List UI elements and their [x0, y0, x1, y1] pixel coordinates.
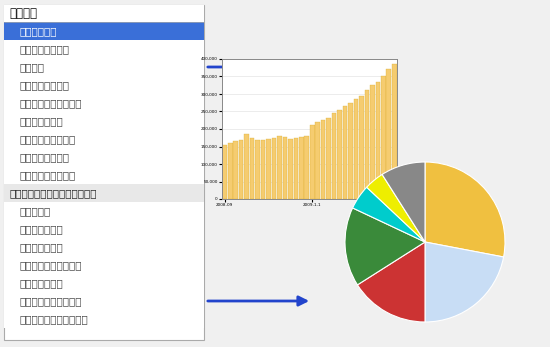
Bar [4, 5, 204, 22]
Bar [294, 138, 298, 199]
Bar [4, 22, 204, 40]
Bar [250, 138, 255, 199]
Bar [4, 94, 204, 112]
Bar [370, 85, 375, 199]
Bar [299, 137, 304, 199]
Bar [4, 256, 204, 274]
Bar [4, 76, 204, 94]
Bar [365, 91, 369, 199]
Text: ファイルサイズ: ファイルサイズ [20, 242, 64, 252]
Bar [4, 238, 204, 256]
Bar [261, 139, 265, 199]
Text: 元文書アクセス回数: 元文書アクセス回数 [20, 170, 76, 180]
Bar [354, 99, 358, 199]
Bar [277, 136, 282, 199]
Bar [4, 184, 204, 202]
Text: 利用状況: 利用状況 [9, 7, 37, 20]
Bar [4, 5, 204, 340]
Bar [255, 140, 260, 199]
Bar [228, 143, 233, 199]
Text: テキストサイズ: テキストサイズ [20, 224, 64, 234]
Wedge shape [353, 187, 425, 242]
Bar [305, 136, 309, 199]
Bar [4, 166, 204, 184]
Text: コンテンツホール: コンテンツホール [20, 152, 70, 162]
Wedge shape [367, 175, 425, 242]
Bar [343, 106, 348, 199]
Bar [381, 76, 386, 199]
Bar [310, 126, 315, 199]
Bar [222, 145, 227, 199]
Text: レコード数: レコード数 [20, 206, 51, 216]
Wedge shape [425, 162, 505, 257]
Bar [4, 148, 204, 166]
Text: キーワードランキング: キーワードランキング [20, 98, 82, 108]
Bar [288, 139, 293, 199]
Bar [392, 64, 397, 199]
Bar [4, 220, 204, 238]
Text: インデックス更新時間: インデックス更新時間 [20, 260, 82, 270]
Bar [272, 138, 276, 199]
Bar [337, 110, 342, 199]
Text: 差分データ件数: 差分データ件数 [20, 278, 64, 288]
Wedge shape [382, 162, 425, 242]
Bar [321, 120, 326, 199]
Bar [359, 96, 364, 199]
Bar [244, 134, 249, 199]
Bar [4, 292, 204, 310]
Bar [326, 118, 331, 199]
Bar [4, 112, 204, 130]
Text: ファイルの種類別件数: ファイルの種類別件数 [20, 296, 82, 306]
Bar [332, 113, 337, 199]
Bar [283, 137, 287, 199]
Text: ユーザ別検索回数: ユーザ別検索回数 [20, 80, 70, 90]
Bar [4, 130, 204, 148]
Text: インデックス／検索対象の状態: インデックス／検索対象の状態 [9, 188, 96, 198]
Text: 検索回数: 検索回数 [20, 62, 45, 72]
Bar [266, 139, 271, 199]
Bar [239, 139, 244, 199]
Bar [4, 310, 204, 328]
Bar [4, 58, 204, 76]
Bar [4, 202, 204, 220]
Wedge shape [345, 208, 425, 285]
Text: ログイン回数: ログイン回数 [20, 26, 58, 36]
Bar [4, 40, 204, 58]
Text: ファイルの種類別サイズ: ファイルの種類別サイズ [20, 314, 89, 324]
Bar [4, 274, 204, 292]
Bar [315, 122, 320, 199]
Bar [376, 82, 380, 199]
Bar [233, 141, 238, 199]
Wedge shape [358, 242, 425, 322]
Wedge shape [425, 242, 504, 322]
Text: 特定キーワード明細: 特定キーワード明細 [20, 134, 76, 144]
Bar [387, 69, 391, 199]
Text: キーワード推移: キーワード推移 [20, 116, 64, 126]
Bar [348, 103, 353, 199]
Text: ログインユーザ数: ログインユーザ数 [20, 44, 70, 54]
